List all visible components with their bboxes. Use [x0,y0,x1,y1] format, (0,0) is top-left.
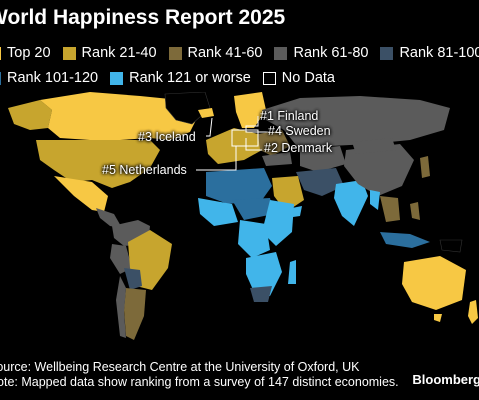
region-myanmar [370,190,380,210]
chart-title: World Happiness Report 2025 [0,6,286,29]
region-japan [420,156,430,178]
region-central-africa [238,220,270,258]
region-turkey [262,152,292,166]
legend-row-1: Top 20 Rank 21-40 Rank 41-60 Rank 61-80 … [0,45,479,61]
region-tasmania [434,314,442,322]
legend-item-rank-121-or-worse: Rank 121 or worse [110,70,251,86]
region-madagascar [288,260,296,284]
region-peru [110,244,132,274]
region-north-africa [206,168,272,204]
region-australia [402,256,466,310]
note-text: Note: Mapped data show ranking from a su… [0,375,399,389]
region-canada [40,92,200,140]
legend-item-rank-81-100: Rank 81-100 [380,45,479,61]
world-map [8,92,478,340]
legend-swatch [274,46,288,60]
legend-item-rank-101-120: Rank 101-120 [0,70,98,86]
legend-swatch [0,46,1,60]
region-southeast-asia [380,196,400,222]
legend-swatch [380,46,394,60]
legend-label: Top 20 [7,45,51,61]
region-indonesia [380,232,430,248]
region-bolivia [124,268,142,290]
legend-item-no-data: No Data [262,70,335,86]
region-alaska [8,100,52,130]
region-west-africa [198,198,238,226]
callout-netherlands: #5 Netherlands [102,163,187,177]
callout-denmark: #2 Denmark [264,141,333,155]
legend-swatch [168,46,182,60]
region-russia [262,96,450,150]
bloomberg-logo: Bloomberg [412,372,479,387]
region-southern-africa [246,252,282,296]
legend-label: Rank 101-120 [7,70,99,86]
legend-label: Rank 61-80 [293,45,369,61]
source-text: Source: Wellbeing Research Centre at the… [0,360,360,374]
callout-iceland: #3 Iceland [138,130,196,144]
region-central-asia [300,146,346,172]
region-iran-pakistan [296,168,344,196]
region-greenland [164,92,211,125]
region-argentina [124,288,146,340]
region-east-africa [262,200,294,246]
legend-label: No Data [281,70,335,86]
callout-leader-iceland [206,117,213,137]
callout-finland: #1 Finland [260,109,319,123]
legend-label: Rank 81-100 [399,45,479,61]
region-mongolia [352,138,396,154]
legend-label: Rank 21-40 [81,45,157,61]
region-iceland [198,108,214,118]
callout-leader-netherlands [196,146,237,171]
legend-swatch [0,71,1,85]
legend-swatch [262,71,276,85]
legend-label: Rank 121 or worse [129,70,251,86]
legend-item-rank-41-60: Rank 41-60 [168,45,263,61]
region-mexico [54,176,108,212]
legend-item-top-20: Top 20 [0,45,51,61]
region-south-africa [250,286,272,302]
callout-sweden: #4 Sweden [268,124,331,138]
legend-swatch [110,71,124,85]
legend-item-rank-21-40: Rank 21-40 [62,45,157,61]
callout-box-nordic [231,129,259,147]
region-central-america [96,208,122,228]
region-india [334,180,368,226]
region-china [344,144,414,196]
region-new-zealand [468,300,478,324]
callout-leader-denmark [245,138,262,151]
region-eastern-europe [258,130,290,156]
region-papua [439,239,463,253]
region-philippines [410,202,420,220]
legend-label: Rank 41-60 [187,45,263,61]
region-chile [116,276,126,338]
region-sahel [232,198,274,220]
legend-swatch [62,46,76,60]
legend-row-2: Rank 101-120 Rank 121 or worse No Data [0,70,347,86]
callout-leader-sweden [245,128,270,133]
legend-item-rank-61-80: Rank 61-80 [274,45,368,61]
region-usa [36,140,160,188]
